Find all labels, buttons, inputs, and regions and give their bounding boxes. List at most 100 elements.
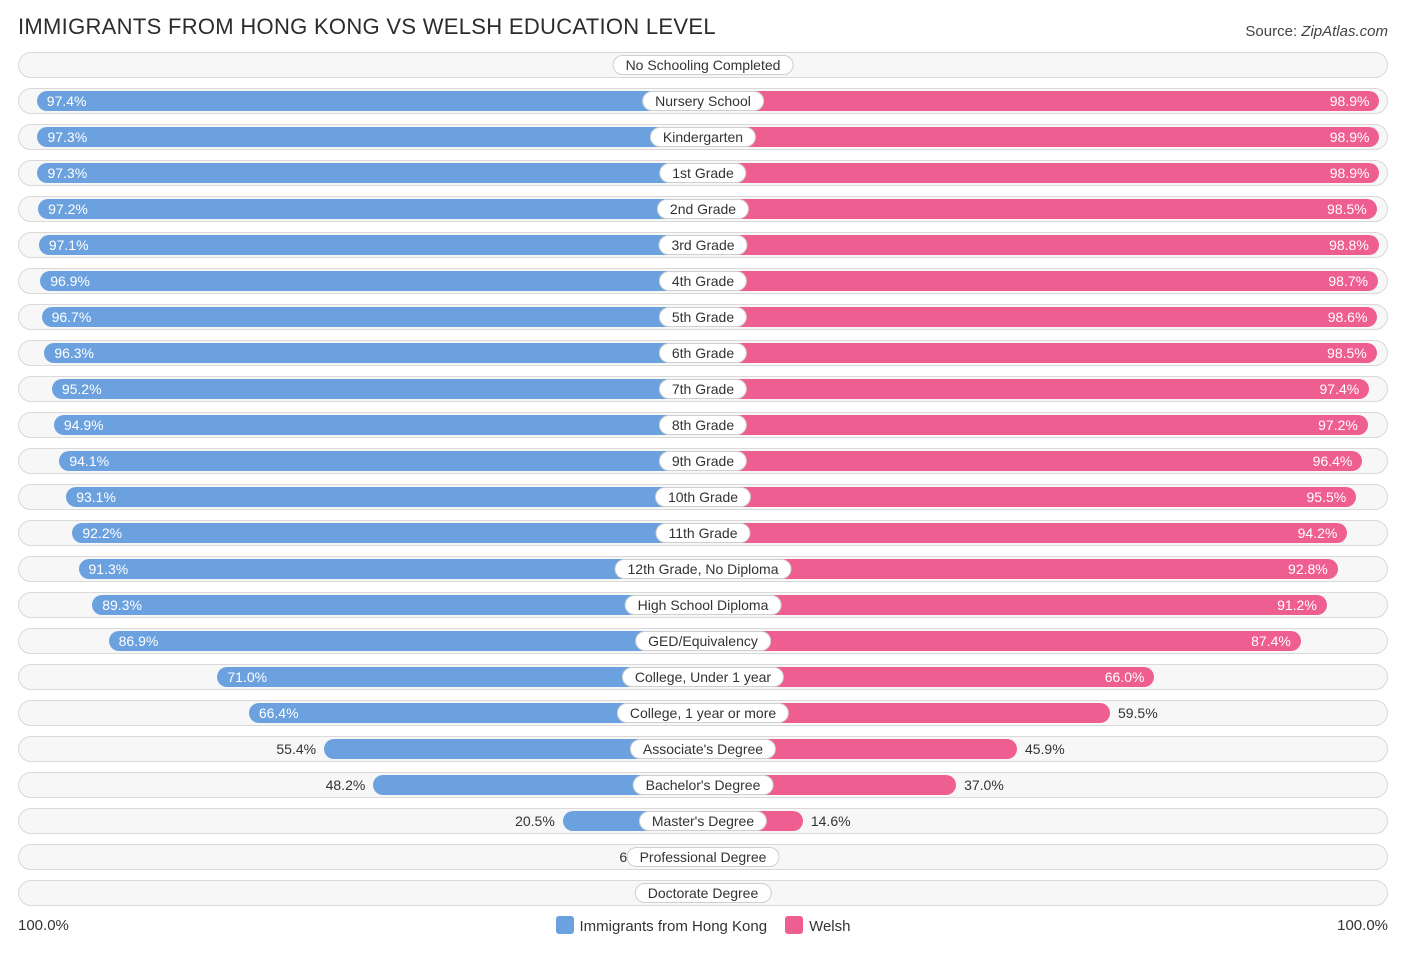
category-label: Associate's Degree xyxy=(630,739,776,759)
pct-left: 93.1% xyxy=(76,487,116,507)
bar-left: 97.1% xyxy=(39,235,703,255)
chart-row: 20.5%14.6%Master's Degree xyxy=(18,808,1388,834)
chart-row: 86.9% 87.4% GED/Equivalency xyxy=(18,628,1388,654)
pct-right: 14.6% xyxy=(811,809,851,833)
legend-swatch-left xyxy=(556,916,574,934)
category-label: Bachelor's Degree xyxy=(633,775,774,795)
pct-right: 98.8% xyxy=(1329,235,1369,255)
pct-left: 86.9% xyxy=(119,631,159,651)
category-label: 10th Grade xyxy=(655,487,751,507)
bar-right: 87.4% xyxy=(703,631,1301,651)
bar-right: 98.7% xyxy=(703,271,1378,291)
source-value: ZipAtlas.com xyxy=(1301,23,1388,40)
category-label: 4th Grade xyxy=(659,271,747,291)
chart-row: 94.9%97.2%8th Grade xyxy=(18,412,1388,438)
legend-label-right: Welsh xyxy=(809,918,850,935)
chart-row: 96.7%98.6%5th Grade xyxy=(18,304,1388,330)
category-label: Doctorate Degree xyxy=(635,883,772,903)
pct-right: 87.4% xyxy=(1251,631,1291,651)
legend-item-right: Welsh xyxy=(785,916,850,935)
pct-right: 45.9% xyxy=(1025,737,1065,761)
chart-row: 48.2%37.0%Bachelor's Degree xyxy=(18,772,1388,798)
category-label: No Schooling Completed xyxy=(613,55,794,75)
axis-right-max: 100.0% xyxy=(1308,917,1388,934)
category-label: Professional Degree xyxy=(627,847,780,867)
bar-right: 96.4% xyxy=(703,451,1362,471)
bar-right: 95.5% xyxy=(703,487,1356,507)
chart-row: 97.1% 98.8% 3rd Grade xyxy=(18,232,1388,258)
category-label: Nursery School xyxy=(642,91,764,111)
pct-left: 96.7% xyxy=(52,307,92,327)
bar-left: 91.3% xyxy=(79,559,703,579)
pct-right: 97.2% xyxy=(1318,415,1358,435)
pct-right: 98.7% xyxy=(1328,271,1368,291)
legend: Immigrants from Hong Kong Welsh xyxy=(98,916,1308,935)
chart-row: 91.3%92.8%12th Grade, No Diploma xyxy=(18,556,1388,582)
pct-left: 96.3% xyxy=(54,343,94,363)
category-label: 12th Grade, No Diploma xyxy=(615,559,792,579)
bar-left: 95.2% xyxy=(52,379,703,399)
chart-row: 71.0%66.0%College, Under 1 year xyxy=(18,664,1388,690)
butterfly-chart: 2.7%1.5%No Schooling Completed97.4%98.9%… xyxy=(18,52,1388,906)
pct-right: 59.5% xyxy=(1118,701,1158,725)
bar-left: 93.1% xyxy=(66,487,703,507)
category-label: 11th Grade xyxy=(655,523,750,543)
chart-row: 97.2%98.5%2nd Grade xyxy=(18,196,1388,222)
category-label: College, Under 1 year xyxy=(622,667,784,687)
axis-left-max: 100.0% xyxy=(18,917,98,934)
pct-left: 20.5% xyxy=(515,809,555,833)
pct-right: 66.0% xyxy=(1105,667,1145,687)
pct-right: 97.4% xyxy=(1320,379,1360,399)
bar-left: 89.3% xyxy=(92,595,703,615)
source-label: Source: xyxy=(1245,23,1301,40)
chart-row: 97.4%98.9%Nursery School xyxy=(18,88,1388,114)
bar-right: 98.9% xyxy=(703,163,1379,183)
pct-left: 92.2% xyxy=(82,523,122,543)
chart-footer: 100.0% Immigrants from Hong Kong Welsh 1… xyxy=(18,916,1388,935)
bar-left: 96.7% xyxy=(42,307,703,327)
pct-left: 97.3% xyxy=(47,127,87,147)
chart-row: 6.4%4.3%Professional Degree xyxy=(18,844,1388,870)
pct-left: 97.2% xyxy=(48,199,88,219)
bar-left: 97.3% xyxy=(37,127,703,147)
category-label: 3rd Grade xyxy=(658,235,747,255)
pct-right: 91.2% xyxy=(1277,595,1317,615)
pct-left: 55.4% xyxy=(276,737,316,761)
bar-right: 98.5% xyxy=(703,343,1377,363)
bar-left: 96.3% xyxy=(44,343,703,363)
bar-right: 97.2% xyxy=(703,415,1368,435)
pct-left: 97.1% xyxy=(49,235,89,255)
pct-left: 94.9% xyxy=(64,415,104,435)
chart-row: 97.3% 98.9%Kindergarten xyxy=(18,124,1388,150)
bar-left: 97.2% xyxy=(38,199,703,219)
bar-right: 91.2% xyxy=(703,595,1327,615)
pct-right: 98.9% xyxy=(1330,91,1370,111)
chart-row: 94.1% 96.4% 9th Grade xyxy=(18,448,1388,474)
pct-left: 94.1% xyxy=(69,451,109,471)
pct-left: 91.3% xyxy=(89,559,129,579)
category-label: College, 1 year or more xyxy=(617,703,789,723)
pct-right: 98.5% xyxy=(1327,343,1367,363)
pct-right: 96.4% xyxy=(1313,451,1353,471)
pct-left: 66.4% xyxy=(259,703,299,723)
source-attribution: Source: ZipAtlas.com xyxy=(1245,23,1388,40)
legend-label-left: Immigrants from Hong Kong xyxy=(580,918,768,935)
pct-right: 37.0% xyxy=(964,773,1004,797)
category-label: High School Diploma xyxy=(625,595,782,615)
pct-left: 89.3% xyxy=(102,595,142,615)
bar-left: 86.9% xyxy=(109,631,703,651)
category-label: 9th Grade xyxy=(659,451,747,471)
pct-right: 98.9% xyxy=(1330,163,1370,183)
category-label: 6th Grade xyxy=(659,343,747,363)
bar-left: 92.2% xyxy=(72,523,703,543)
legend-item-left: Immigrants from Hong Kong xyxy=(556,916,768,935)
bar-right: 98.9% xyxy=(703,127,1379,147)
category-label: GED/Equivalency xyxy=(635,631,771,651)
chart-row: 97.3%98.9%1st Grade xyxy=(18,160,1388,186)
pct-right: 94.2% xyxy=(1298,523,1338,543)
chart-title: IMMIGRANTS FROM HONG KONG VS WELSH EDUCA… xyxy=(18,14,716,40)
category-label: Kindergarten xyxy=(650,127,756,147)
legend-swatch-right xyxy=(785,916,803,934)
bar-left: 96.9% xyxy=(40,271,703,291)
bar-right: 98.6% xyxy=(703,307,1377,327)
